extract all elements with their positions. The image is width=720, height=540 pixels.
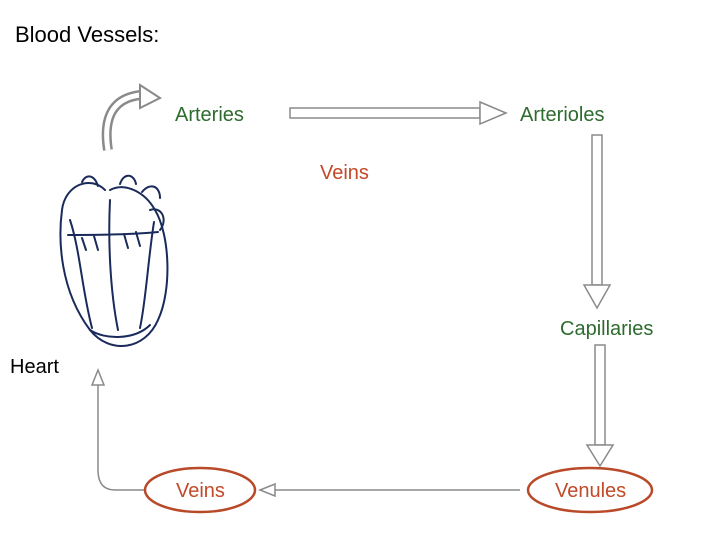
heart-icon <box>60 176 167 346</box>
arrow-arteries-to-arterioles <box>290 102 506 124</box>
label-capillaries: Capillaries <box>560 318 653 341</box>
arrow-venules-to-veins <box>260 484 520 496</box>
label-venules: Venules <box>555 480 626 503</box>
page-title: Blood Vessels: <box>15 22 159 48</box>
label-veins-bottom: Veins <box>176 480 225 503</box>
label-arterioles: Arterioles <box>520 104 604 127</box>
label-veins-top: Veins <box>320 162 369 185</box>
label-heart: Heart <box>10 356 59 379</box>
diagram-overlay <box>0 0 720 540</box>
arrow-capillaries-to-venules <box>587 345 613 466</box>
arrow-heart-to-arteries <box>107 85 160 150</box>
label-arteries: Arteries <box>175 104 244 127</box>
arrow-veins-to-heart <box>92 370 145 490</box>
arrow-arterioles-to-capillaries <box>584 135 610 308</box>
